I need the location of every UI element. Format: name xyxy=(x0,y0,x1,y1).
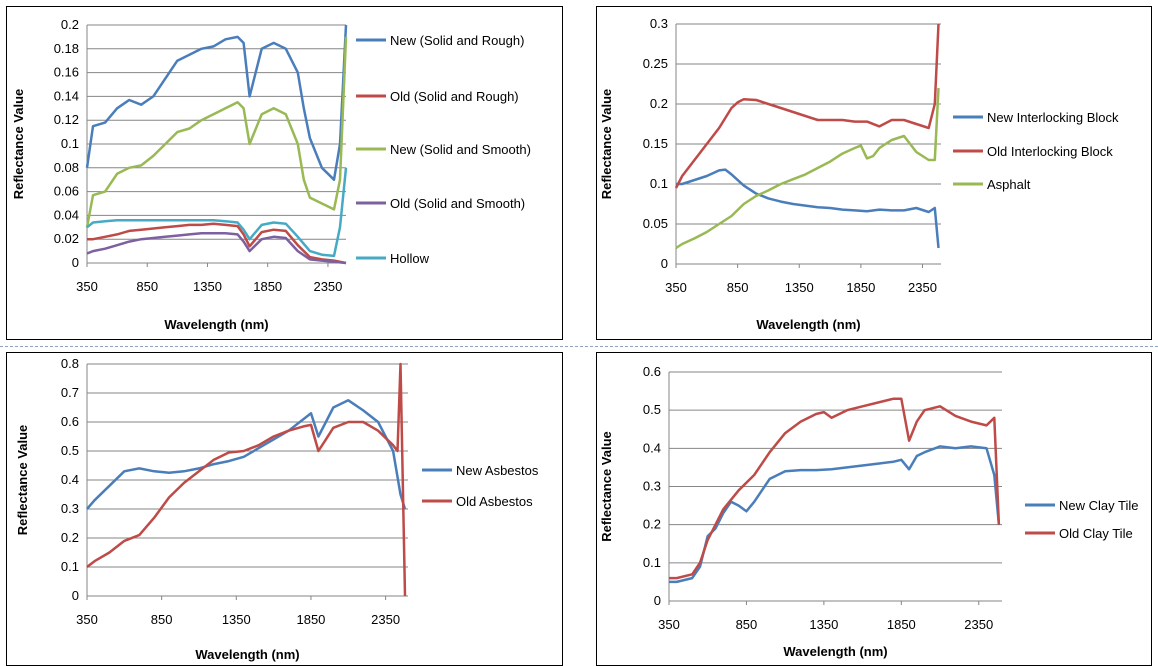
y-axis-title: Reflectance Value xyxy=(11,89,26,200)
chart-panel-clay-tile: 0 0.1 0.2 0.3 0.4 0.5 0.6 350 850 1350 1850 2350 Wav… xyxy=(596,352,1152,666)
y-tick-label: 0.2 xyxy=(643,517,661,532)
x-axis-title: Wavelength (nm) xyxy=(783,644,887,659)
y-tick-label: 0.6 xyxy=(643,364,661,379)
series-line-2 xyxy=(85,36,348,228)
series-line-0 xyxy=(85,24,348,181)
legend-label: Old (Solid and Smooth) xyxy=(390,196,525,211)
y-tick-label: 0 xyxy=(72,255,79,270)
series-line-3 xyxy=(86,232,347,265)
series-line-1 xyxy=(87,222,347,265)
x-tick-label: 1350 xyxy=(193,279,222,294)
chart-svg: 0 0.05 0.1 0.15 0.2 0.25 0.3 350 850 1350 1850 2350… xyxy=(599,16,1119,332)
y-tick-label: 0.2 xyxy=(650,96,668,111)
y-tick-label: 0.1 xyxy=(61,559,79,574)
panel-divider xyxy=(0,346,1158,347)
x-axis-title: Wavelength (nm) xyxy=(164,317,268,332)
y-tick-label: 0.3 xyxy=(61,501,79,516)
x-tick-label: 850 xyxy=(136,279,158,294)
series-line-4 xyxy=(86,167,348,258)
series-line-0 xyxy=(86,399,407,510)
y-tick-label: 0.04 xyxy=(54,207,79,222)
legend-label: Old Clay Tile xyxy=(1059,526,1133,541)
x-tick-label: 2350 xyxy=(313,279,342,294)
x-tick-label: 850 xyxy=(736,617,758,632)
legend-label: New (Solid and Smooth) xyxy=(390,142,531,157)
chart-panel-asbestos: 0 0.1 0.2 0.3 0.4 0.5 0.6 0.7 0.8 350 850 1350 1850 2… xyxy=(6,352,563,666)
x-tick-label: 350 xyxy=(76,279,98,294)
y-tick-label: 0.4 xyxy=(643,440,661,455)
x-tick-label: 850 xyxy=(151,612,173,627)
y-axis-title: Reflectance Value xyxy=(599,431,614,542)
y-tick-label: 0.02 xyxy=(54,231,79,246)
legend-label: New Interlocking Block xyxy=(987,110,1119,125)
chart-svg: 0 0.1 0.2 0.3 0.4 0.5 0.6 350 850 1350 1850 2350 Wav… xyxy=(599,364,1138,659)
y-tick-label: 0.2 xyxy=(61,17,79,32)
y-axis-title: Reflectance Value xyxy=(15,425,30,536)
y-tick-label: 0.1 xyxy=(650,176,668,191)
legend-label: Hollow xyxy=(390,251,430,266)
y-tick-label: 0.7 xyxy=(61,385,79,400)
x-tick-label: 850 xyxy=(727,280,749,295)
y-tick-label: 0.12 xyxy=(54,112,79,127)
x-tick-label: 350 xyxy=(665,280,687,295)
legend-label: Old Asbestos xyxy=(456,494,533,509)
series-line-0 xyxy=(669,445,1001,584)
y-tick-label: 0.05 xyxy=(643,216,668,231)
x-tick-label: 1350 xyxy=(785,280,814,295)
y-tick-label: 0.3 xyxy=(643,479,661,494)
y-tick-label: 0.1 xyxy=(643,555,661,570)
y-tick-label: 0.3 xyxy=(650,16,668,31)
legend-label: Old (Solid and Rough) xyxy=(390,89,519,104)
chart-svg: 0 0.02 0.04 0.06 0.08 0.1 0.12 0.14 0.16 0.18 0.2 3… xyxy=(11,17,531,332)
y-tick-label: 0 xyxy=(661,256,668,271)
y-tick-label: 0 xyxy=(72,588,79,603)
x-tick-label: 2350 xyxy=(964,617,993,632)
chart-svg: 0 0.1 0.2 0.3 0.4 0.5 0.6 0.7 0.8 350 850 1350 1850 2… xyxy=(15,356,539,662)
x-tick-label: 350 xyxy=(658,617,680,632)
x-tick-label: 1850 xyxy=(887,617,916,632)
x-tick-label: 2350 xyxy=(371,612,400,627)
y-tick-label: 0.16 xyxy=(54,65,79,80)
legend-label: Asphalt xyxy=(987,177,1031,192)
x-axis-title: Wavelength (nm) xyxy=(756,317,860,332)
x-tick-label: 1850 xyxy=(296,612,325,627)
y-tick-label: 0.5 xyxy=(643,402,661,417)
legend-label: Old Interlocking Block xyxy=(987,144,1113,159)
y-tick-label: 0.06 xyxy=(54,184,79,199)
x-tick-label: 1850 xyxy=(846,280,875,295)
x-tick-label: 1350 xyxy=(222,612,251,627)
y-tick-label: 0.8 xyxy=(61,356,79,371)
y-tick-label: 0.4 xyxy=(61,472,79,487)
y-tick-label: 0.08 xyxy=(54,160,79,175)
series-line-1 xyxy=(674,23,940,189)
x-tick-label: 1850 xyxy=(253,279,282,294)
chart-panel-roof-concrete: 0 0.02 0.04 0.06 0.08 0.1 0.12 0.14 0.16 0.18 0.2 3… xyxy=(6,6,563,340)
y-tick-label: 0.1 xyxy=(61,136,79,151)
chart-panel-pavement: 0 0.05 0.1 0.15 0.2 0.25 0.3 350 850 1350 1850 2350… xyxy=(596,6,1152,340)
y-tick-label: 0.25 xyxy=(643,56,668,71)
series-line-2 xyxy=(675,87,940,250)
legend-label: New (Solid and Rough) xyxy=(390,33,524,48)
y-tick-label: 0.15 xyxy=(643,136,668,151)
y-tick-label: 0.2 xyxy=(61,530,79,545)
legend-label: New Clay Tile xyxy=(1059,498,1138,513)
y-tick-label: 0.14 xyxy=(54,88,79,103)
series-line-1 xyxy=(669,397,1001,580)
series-line-1 xyxy=(86,362,407,597)
y-tick-label: 0.18 xyxy=(54,41,79,56)
x-tick-label: 350 xyxy=(76,612,98,627)
y-tick-label: 0 xyxy=(654,593,661,608)
y-tick-label: 0.5 xyxy=(61,443,79,458)
y-tick-label: 0.6 xyxy=(61,414,79,429)
x-tick-label: 1350 xyxy=(809,617,838,632)
x-tick-label: 2350 xyxy=(908,280,937,295)
y-axis-title: Reflectance Value xyxy=(599,89,614,200)
series-line-0 xyxy=(676,168,940,249)
legend-label: New Asbestos xyxy=(456,463,539,478)
x-axis-title: Wavelength (nm) xyxy=(195,647,299,662)
